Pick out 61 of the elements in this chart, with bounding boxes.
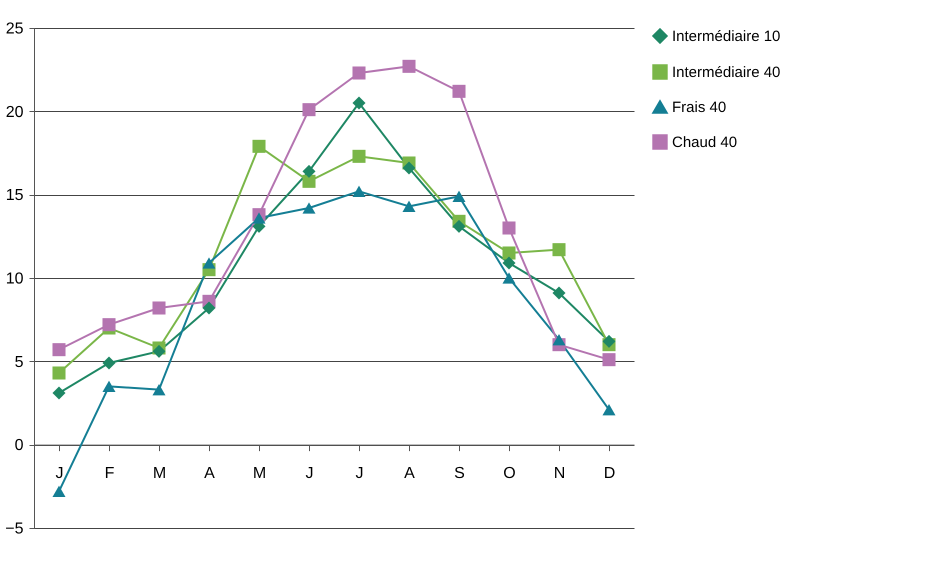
point xyxy=(502,272,516,284)
y-tick-label: −5 xyxy=(5,520,24,538)
legend-label: Chaud 40 xyxy=(672,134,738,151)
x-tick-label: O xyxy=(503,465,516,482)
point xyxy=(502,256,516,270)
point xyxy=(502,221,516,235)
point xyxy=(452,190,466,202)
point xyxy=(602,353,616,366)
point xyxy=(352,150,366,163)
point xyxy=(202,301,216,315)
point xyxy=(452,84,466,98)
point xyxy=(52,486,66,497)
point xyxy=(302,164,316,178)
y-tick-label: 0 xyxy=(14,437,24,454)
point xyxy=(402,60,416,73)
point xyxy=(252,212,266,224)
point xyxy=(352,96,366,110)
x-tick-label: S xyxy=(454,465,465,482)
point xyxy=(552,334,566,346)
point xyxy=(552,286,566,300)
y-tick-label: 20 xyxy=(6,104,24,121)
x-tick-label: D xyxy=(604,465,616,482)
point xyxy=(302,174,316,188)
point xyxy=(602,404,616,416)
point xyxy=(302,202,316,214)
point xyxy=(152,344,166,358)
x-tick-label: M xyxy=(252,465,266,482)
point xyxy=(102,318,116,332)
point xyxy=(352,186,366,197)
x-tick-label: M xyxy=(152,465,166,482)
point xyxy=(402,161,416,175)
point xyxy=(352,66,366,80)
point xyxy=(102,356,116,370)
x-tick-label: A xyxy=(404,465,416,482)
legend-label: Intermédiaire 10 xyxy=(672,28,780,45)
point xyxy=(302,103,316,116)
y-tick-label: 10 xyxy=(6,270,24,288)
point xyxy=(52,366,66,380)
point xyxy=(552,243,566,256)
legend-label: Frais 40 xyxy=(672,99,726,116)
point xyxy=(52,343,66,356)
legend-label: Intermédiaire 40 xyxy=(672,64,780,81)
point xyxy=(402,200,416,212)
x-tick-label: J xyxy=(56,465,64,482)
point xyxy=(502,246,516,260)
point xyxy=(202,257,216,269)
point xyxy=(152,384,166,396)
point xyxy=(152,301,166,315)
point xyxy=(252,140,266,153)
x-tick-label: A xyxy=(204,465,216,482)
x-tick-label: J xyxy=(306,465,314,482)
y-tick-label: 15 xyxy=(6,187,24,204)
x-tick-label: F xyxy=(104,465,115,482)
y-tick-label: 5 xyxy=(14,354,24,371)
point xyxy=(452,220,466,233)
y-tick-label: 25 xyxy=(6,20,24,38)
x-tick-label: N xyxy=(554,465,566,482)
point xyxy=(52,386,66,400)
x-tick-label: J xyxy=(356,465,364,482)
point xyxy=(102,380,116,392)
point xyxy=(602,334,616,348)
